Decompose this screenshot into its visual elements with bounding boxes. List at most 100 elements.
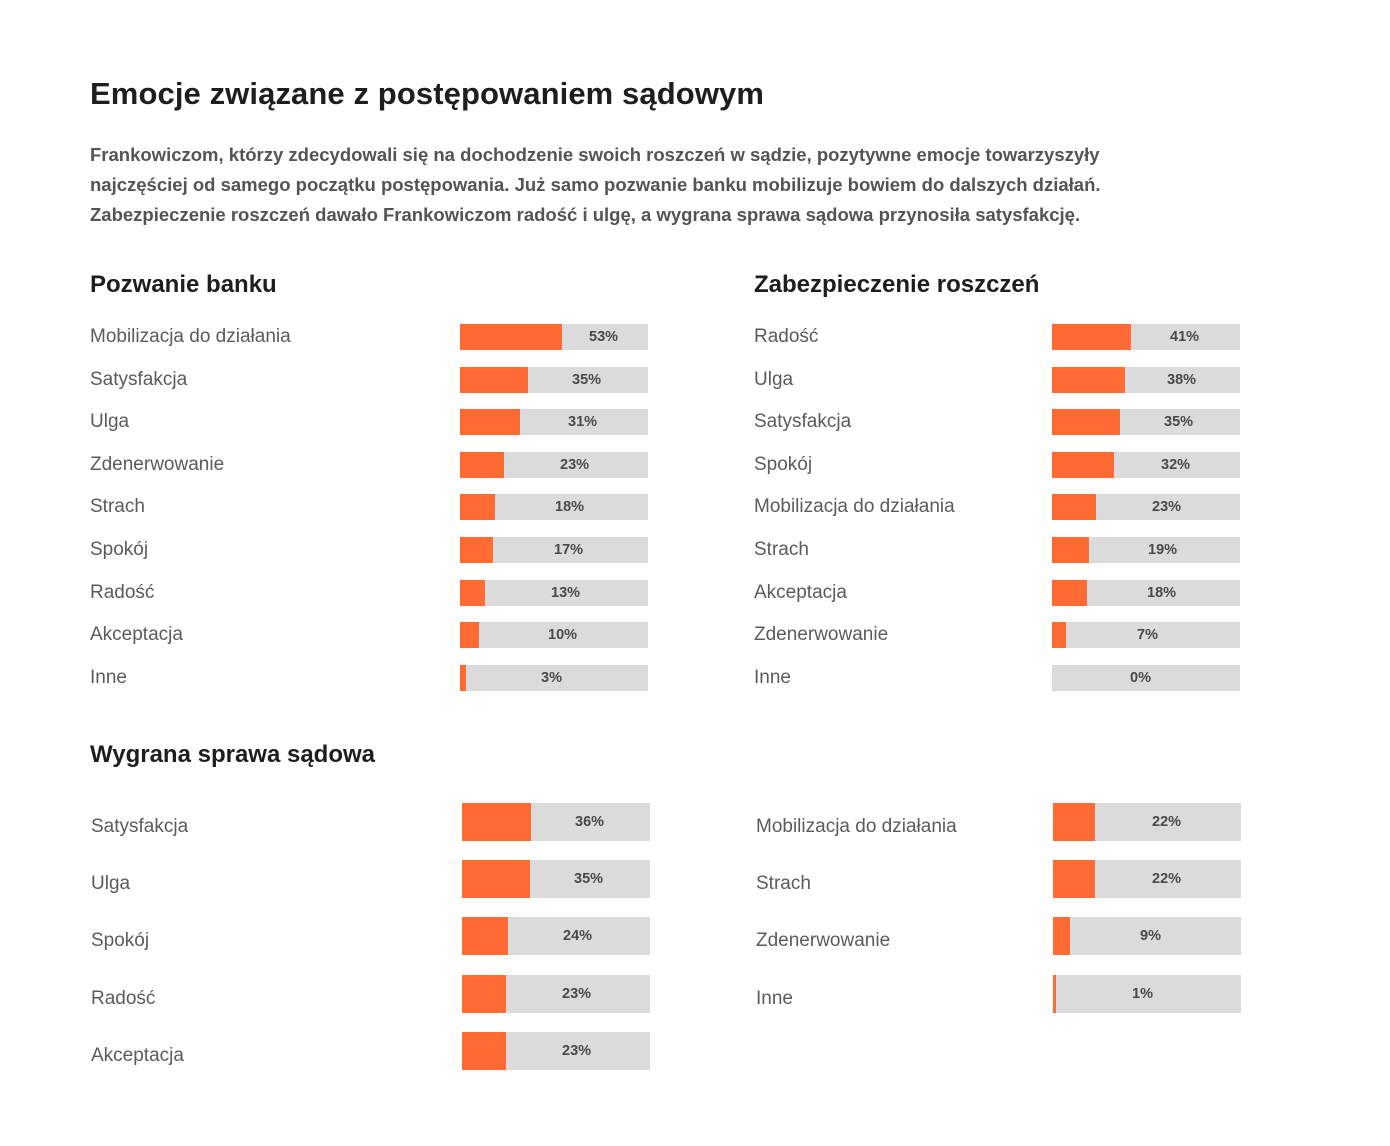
bar-value-label: 41%: [1170, 329, 1200, 345]
bar-track: 22%: [1053, 803, 1241, 841]
bar-category-label: Mobilizacja do działania: [756, 816, 957, 837]
bar-fill: [460, 664, 466, 691]
bar-fill: [1052, 537, 1089, 563]
bar-category-label: Zdenerwowanie: [756, 930, 891, 952]
bar-value-label: 23%: [1152, 499, 1182, 516]
bar-track: 23%: [462, 974, 650, 1013]
bar-value-label: 1%: [1132, 985, 1153, 1002]
bar-track: 7%: [1052, 622, 1240, 649]
bar-track: 10%: [460, 622, 648, 649]
bar-fill: [1052, 494, 1097, 521]
bar-value-label: 22%: [1152, 871, 1182, 888]
bar-row: Inne 3%: [90, 664, 648, 691]
intro-paragraph: Frankowiczom, którzy zdecydowali się na …: [90, 140, 1290, 230]
bar-value-label: 23%: [562, 1042, 592, 1059]
bar-category-label: Spokój: [90, 539, 149, 560]
bar-row: Mobilizacja do działania 22%: [756, 803, 1241, 841]
bar-track: 9%: [1053, 917, 1241, 956]
page-title: Emocje związane z postępowaniem sądowym: [90, 76, 765, 111]
bar-row: Akceptacja 23%: [91, 1031, 650, 1070]
bar-row: Zdenerwowanie 23%: [90, 451, 648, 478]
chart-title-pozwanie-banku: Pozwanie banku: [90, 271, 277, 298]
bar-value-label: 10%: [548, 627, 578, 644]
bar-fill: [460, 451, 505, 478]
bar-category-label: Akceptacja: [754, 581, 847, 603]
intro-line: Zabezpieczenie roszczeń dawało Frankowic…: [90, 204, 1081, 225]
bar-fill: [460, 622, 480, 649]
bar-row: Satysfakcja 35%: [90, 366, 648, 393]
bar-fill: [1052, 579, 1087, 606]
bar-value-label: 22%: [1152, 814, 1182, 830]
bar-category-label: Mobilizacja do działania: [754, 496, 955, 518]
bar-fill: [460, 324, 563, 350]
bar-track: 32%: [1052, 451, 1240, 478]
bar-value-label: 17%: [554, 542, 584, 558]
bar-row: Satysfakcja 35%: [754, 409, 1240, 436]
bar-category-label: Satysfakcja: [754, 411, 852, 433]
bar-fill: [1052, 451, 1114, 478]
bar-track: 35%: [462, 860, 650, 899]
bar-fill: [460, 494, 495, 521]
bar-value-label: 32%: [1161, 456, 1191, 473]
intro-line: najczęściej od samego początku postępowa…: [90, 174, 1101, 195]
bar-value-label: 18%: [555, 499, 585, 516]
bar-category-label: Akceptacja: [90, 624, 183, 646]
bar-category-label: Radość: [90, 581, 155, 603]
bar-value-label: 35%: [572, 371, 602, 388]
bar-category-label: Radość: [754, 326, 819, 347]
bar-row: Strach 19%: [754, 537, 1240, 563]
bar-track: 3%: [460, 664, 648, 691]
bar-category-label: Inne: [754, 666, 791, 688]
bar-value-label: 23%: [562, 985, 592, 1002]
bar-fill: [1052, 366, 1126, 393]
bar-fill: [1052, 409, 1120, 436]
bar-row: Satysfakcja 36%: [91, 803, 650, 841]
bar-row: Strach 22%: [756, 860, 1241, 899]
bar-fill: [1053, 974, 1056, 1013]
bar-value-label: 23%: [560, 456, 590, 473]
bar-row: Ulga 38%: [754, 366, 1240, 393]
bar-fill: [462, 974, 507, 1013]
chart-title-zabezpieczenie-roszczen: Zabezpieczenie roszczeń: [754, 271, 1040, 298]
bar-track: 53%: [460, 324, 648, 350]
bar-category-label: Mobilizacja do działania: [90, 326, 291, 347]
bar-row: Mobilizacja do działania 53%: [90, 324, 648, 350]
bar-category-label: Inne: [90, 666, 127, 688]
bar-row: Inne 0%: [754, 664, 1240, 691]
bar-track: 18%: [1052, 579, 1240, 606]
bar-value-label: 35%: [1164, 414, 1194, 431]
bar-value-label: 0%: [1130, 669, 1151, 686]
bar-track: 23%: [1052, 494, 1240, 521]
bar-fill: [462, 803, 532, 841]
bar-track: 24%: [462, 917, 650, 956]
bar-category-label: Zdenerwowanie: [90, 453, 225, 475]
bar-category-label: Akceptacja: [91, 1044, 184, 1066]
bar-fill: [460, 537, 493, 563]
bar-category-label: Satysfakcja: [91, 816, 189, 837]
intro-line: Frankowiczom, którzy zdecydowali się na …: [90, 144, 1100, 165]
bar-value-label: 53%: [589, 329, 619, 345]
bar-value-label: 38%: [1167, 371, 1197, 388]
bar-category-label: Ulga: [754, 368, 794, 390]
bar-fill: [1052, 324, 1132, 350]
bar-value-label: 19%: [1148, 542, 1178, 558]
bar-row: Radość 13%: [90, 579, 648, 606]
bar-track: 19%: [1052, 537, 1240, 563]
bar-fill: [462, 917, 509, 956]
bar-category-label: Strach: [90, 496, 145, 518]
bar-row: Inne 1%: [756, 974, 1241, 1013]
bar-fill: [462, 860, 530, 899]
bar-fill: [1053, 803, 1096, 841]
bar-track: 23%: [460, 451, 648, 478]
bar-value-label: 31%: [568, 414, 598, 431]
bar-track: 13%: [460, 579, 648, 606]
bar-row: Radość 23%: [91, 974, 650, 1013]
bar-category-label: Ulga: [91, 873, 131, 895]
bar-value-label: 18%: [1147, 584, 1177, 601]
bar-row: Akceptacja 18%: [754, 579, 1240, 606]
bar-category-label: Spokój: [91, 930, 150, 952]
bar-category-label: Ulga: [90, 411, 130, 433]
bar-track: 36%: [462, 803, 650, 841]
bar-value-label: 24%: [563, 928, 593, 945]
bar-category-label: Zdenerwowanie: [754, 624, 889, 646]
